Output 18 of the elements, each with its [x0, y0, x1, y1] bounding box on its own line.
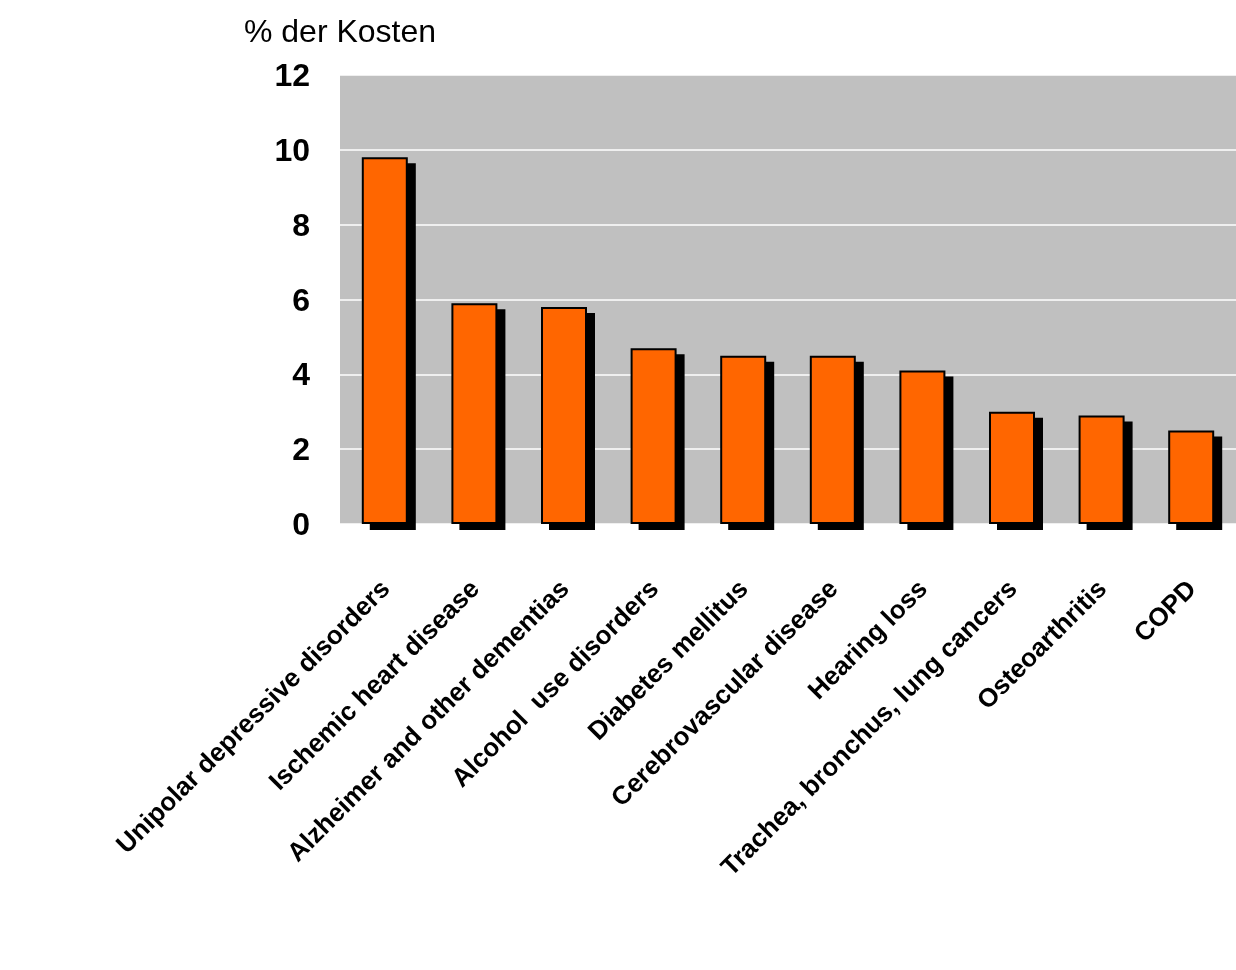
y-tick-label: 2 — [292, 431, 310, 468]
y-axis-title: % der Kosten — [243, 13, 437, 49]
bar — [899, 370, 946, 524]
bar — [1168, 430, 1215, 524]
bar — [809, 355, 856, 524]
y-tick-label: 4 — [292, 356, 311, 393]
y-tick-label: 6 — [292, 281, 310, 318]
bar — [989, 411, 1035, 524]
bar — [630, 348, 677, 524]
y-tick-label: 12 — [274, 57, 310, 93]
bar — [361, 157, 408, 524]
bar — [720, 355, 767, 524]
bar — [541, 306, 587, 524]
y-tick-label: 8 — [292, 206, 310, 243]
y-tick-label: 0 — [292, 506, 310, 542]
y-tick-label: 10 — [274, 131, 310, 168]
bar — [1078, 415, 1125, 524]
bar — [451, 303, 498, 524]
